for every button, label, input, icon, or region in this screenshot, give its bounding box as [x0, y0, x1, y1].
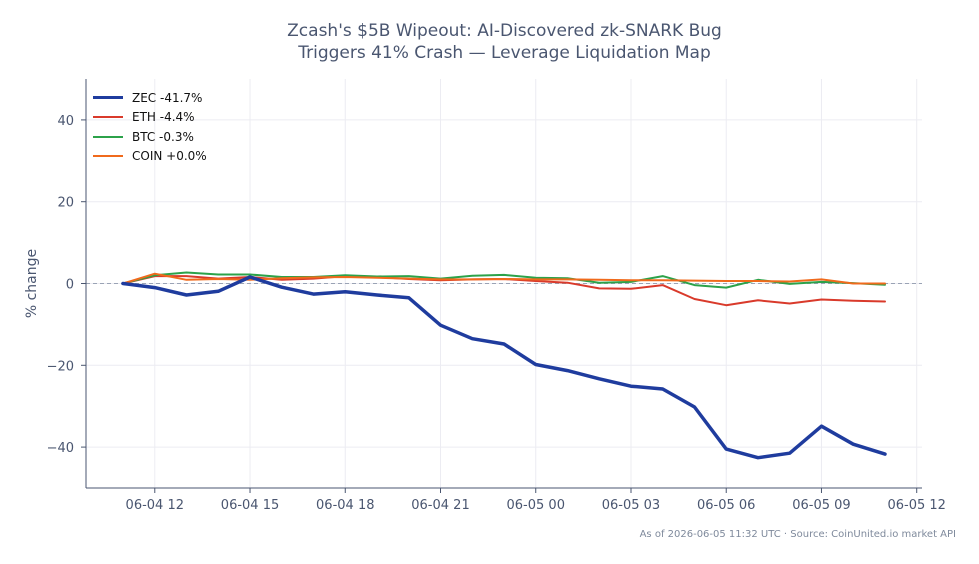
- series-line-btc: [122, 271, 886, 289]
- series-line-coin: [122, 272, 886, 285]
- legend-label: ETH -4.4%: [132, 110, 195, 125]
- series-line-zec: [121, 275, 887, 460]
- legend-item: ZEC -41.7%: [93, 88, 207, 108]
- source-footer: As of 2026-06-05 11:32 UTC · Source: Coi…: [639, 529, 956, 540]
- legend-label: ZEC -41.7%: [132, 90, 203, 105]
- legend-swatch: [93, 116, 123, 119]
- y-tick-label: −40: [47, 441, 74, 456]
- x-tick-label: 06-04 15: [221, 498, 279, 513]
- y-tick-label: 0: [66, 278, 74, 293]
- chart-title: Zcash's $5B Wipeout: AI-Discovered zk-SN…: [20, 20, 979, 64]
- x-tick-label: 06-04 12: [126, 498, 184, 513]
- x-tick-label: 06-04 21: [411, 498, 469, 513]
- legend-swatch: [93, 155, 123, 158]
- y-axis-label: % change: [24, 249, 40, 318]
- x-tick-label: 06-05 00: [507, 498, 565, 513]
- x-tick-label: 06-04 18: [316, 498, 374, 513]
- y-tick-label: −20: [47, 359, 74, 374]
- legend-label: COIN +0.0%: [132, 149, 207, 164]
- x-tick-label: 06-05 03: [602, 498, 660, 513]
- y-tick-label: 20: [57, 196, 74, 211]
- x-tick-label: 06-05 09: [792, 498, 850, 513]
- chart-legend: ZEC -41.7% ETH -4.4% BTC -0.3% COIN +0.0%: [93, 88, 207, 166]
- chart-title-line2: Triggers 41% Crash — Leverage Liquidatio…: [298, 43, 711, 63]
- x-tick-label: 06-05 06: [697, 498, 755, 513]
- legend-label: BTC -0.3%: [132, 129, 194, 144]
- legend-item: COIN +0.0%: [93, 147, 207, 167]
- x-tick-label: 06-05 12: [887, 498, 945, 513]
- legend-item: BTC -0.3%: [93, 127, 207, 147]
- legend-swatch: [93, 135, 123, 138]
- y-tick-label: 40: [57, 114, 74, 129]
- legend-swatch: [93, 96, 123, 100]
- legend-item: ETH -4.4%: [93, 108, 207, 128]
- chart-title-line1: Zcash's $5B Wipeout: AI-Discovered zk-SN…: [287, 21, 722, 41]
